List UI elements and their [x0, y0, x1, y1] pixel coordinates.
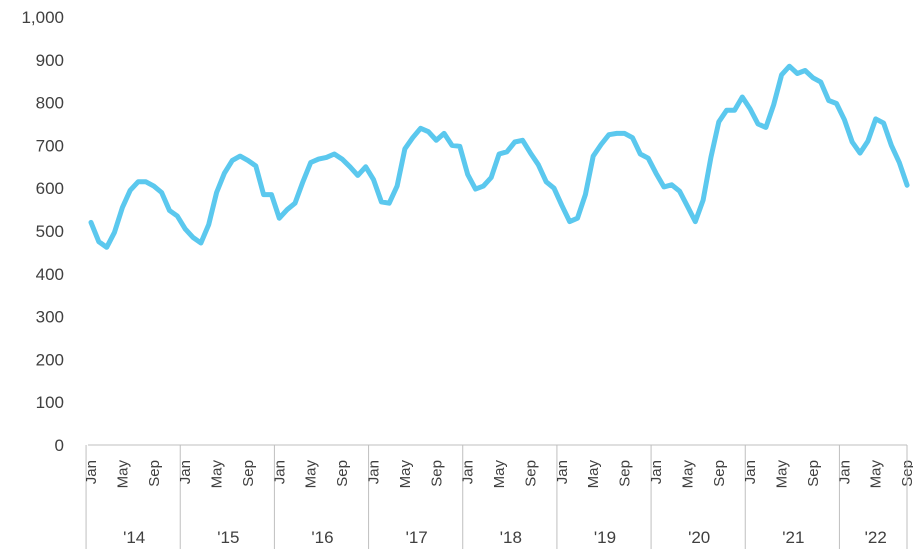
x-tick-label-month: May	[491, 460, 508, 489]
x-tick-label-month: May	[209, 460, 226, 489]
x-tick-label-month: Jan	[83, 460, 100, 484]
x-tick-label-month: Jan	[554, 460, 571, 484]
x-tick-label-month: Sep	[805, 460, 822, 487]
y-tick-label: 300	[36, 308, 64, 327]
x-tick-label-month: Sep	[428, 460, 445, 487]
x-tick-label-year: '15	[217, 528, 239, 547]
series-line	[88, 63, 910, 250]
x-tick-label-month: Sep	[617, 460, 634, 487]
x-tick-label-month: Jan	[366, 460, 383, 484]
x-tick-label-month: Sep	[711, 460, 728, 487]
x-tick-label-month: Sep	[334, 460, 351, 487]
x-tick-label-month: Jan	[836, 460, 853, 484]
x-tick-label-month: May	[774, 460, 791, 489]
y-tick-label: 900	[36, 51, 64, 70]
y-axis: 0 100 200 300 400 500 600 700 800 900 1,000	[21, 8, 64, 455]
x-tick-label-month: May	[114, 460, 131, 489]
y-tick-label: 100	[36, 393, 64, 412]
x-axis: Jan May Sep '14 Jan May Sep '15 Jan May Sep '16 Jan M…	[83, 445, 913, 549]
x-tick-label-year: '21	[782, 528, 804, 547]
x-tick-label-month: Jan	[742, 460, 759, 484]
x-tick-label-year: '20	[688, 528, 710, 547]
x-tick-label-month: Jan	[177, 460, 194, 484]
x-tick-label-month: Jan	[460, 460, 477, 484]
y-tick-label: 1,000	[21, 8, 64, 27]
x-tick-label-month: Jan	[648, 460, 665, 484]
x-tick-label-month: Jan	[271, 460, 288, 484]
x-tick-label-year: '18	[500, 528, 522, 547]
y-tick-label: 500	[36, 222, 64, 241]
x-tick-label-month: May	[679, 460, 696, 489]
y-tick-label: 600	[36, 179, 64, 198]
y-tick-label: 200	[36, 350, 64, 369]
x-tick-label-year: '17	[406, 528, 428, 547]
y-tick-label: 400	[36, 265, 64, 284]
x-tick-label-year: '22	[865, 528, 887, 547]
x-tick-label-month: Sep	[240, 460, 257, 487]
x-tick-label-month: May	[868, 460, 885, 489]
x-tick-label-month: May	[397, 460, 414, 489]
x-tick-label-month: May	[585, 460, 602, 489]
x-tick-label-month: May	[303, 460, 320, 489]
x-tick-label-month: Sep	[522, 460, 539, 487]
x-tick-label-year: '16	[311, 528, 333, 547]
y-tick-label: 700	[36, 136, 64, 155]
x-tick-label-month: Sep	[146, 460, 163, 487]
x-tick-label-month: Sep	[899, 460, 913, 487]
y-tick-label: 0	[55, 436, 64, 455]
y-tick-label: 800	[36, 94, 64, 113]
x-tick-label-year: '19	[594, 528, 616, 547]
x-tick-label-year: '14	[123, 528, 145, 547]
